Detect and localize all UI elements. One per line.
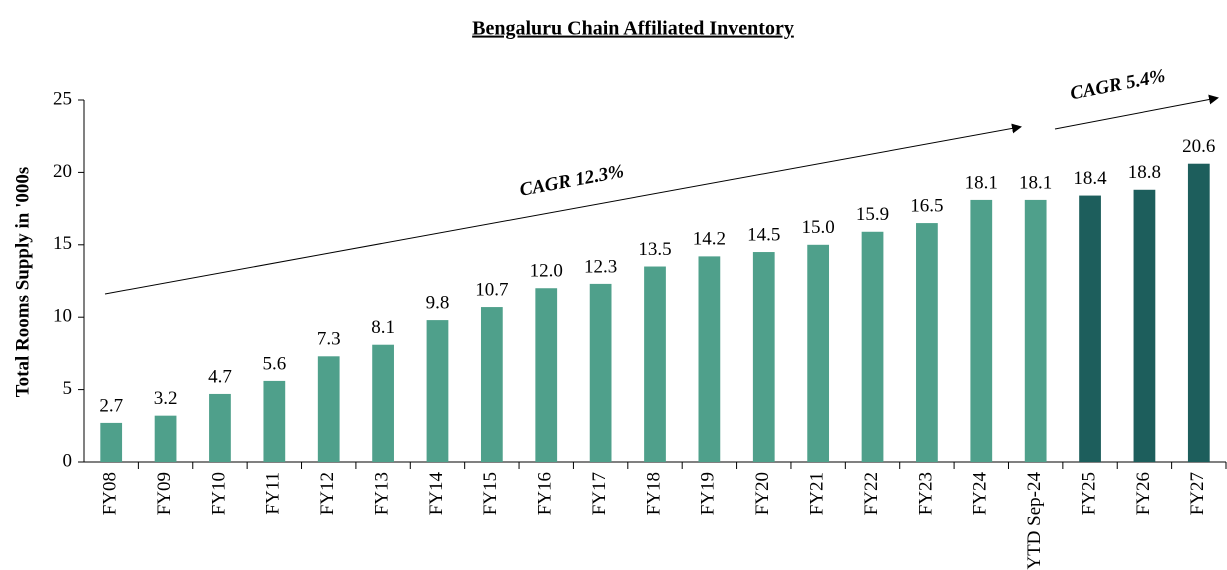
bar xyxy=(154,415,177,462)
x-tick-label: FY09 xyxy=(154,472,175,515)
x-tick-label: FY12 xyxy=(317,472,338,515)
y-tick-label: 5 xyxy=(63,378,73,399)
bar xyxy=(589,283,612,462)
bar xyxy=(752,252,775,462)
bar xyxy=(1133,189,1156,462)
y-axis-label: Total Rooms Supply in '000s xyxy=(12,167,33,398)
x-tick-label: FY15 xyxy=(480,472,501,515)
x-tick-label: FY24 xyxy=(970,472,991,516)
value-label: 5.6 xyxy=(262,353,286,374)
x-tick-label: FY16 xyxy=(535,472,556,515)
x-tick-label: FY25 xyxy=(1078,472,1099,515)
bar xyxy=(1187,163,1210,462)
bar xyxy=(535,288,558,462)
bar xyxy=(861,231,884,462)
value-label: 7.3 xyxy=(317,329,341,350)
bar xyxy=(317,356,340,462)
bar xyxy=(698,256,721,462)
bar xyxy=(807,244,830,462)
value-label: 9.8 xyxy=(426,292,450,313)
x-tick-label: FY23 xyxy=(915,472,936,515)
value-label: 10.7 xyxy=(475,279,508,300)
x-tick-label: FY11 xyxy=(263,472,284,515)
value-label: 16.5 xyxy=(910,195,943,216)
value-label: 13.5 xyxy=(638,239,671,260)
x-tick-label: FY26 xyxy=(1133,472,1154,515)
annotation: CAGR 12.3% xyxy=(518,161,626,201)
value-label: 8.1 xyxy=(371,317,395,338)
y-tick-label: 25 xyxy=(53,88,72,109)
y-tick-label: 10 xyxy=(53,306,72,327)
y-tick-label: 20 xyxy=(53,161,72,182)
bar xyxy=(100,422,123,462)
x-tick-label: FY18 xyxy=(643,472,664,515)
bar xyxy=(970,199,993,463)
trend-arrow xyxy=(104,123,1022,295)
y-tick-label: 0 xyxy=(63,450,73,471)
bar xyxy=(480,307,503,462)
value-label: 4.7 xyxy=(208,366,232,387)
value-label: 15.0 xyxy=(802,217,835,238)
x-tick-label: FY21 xyxy=(807,472,828,515)
value-label: 2.7 xyxy=(99,395,123,416)
x-tick-label: FY22 xyxy=(861,472,882,515)
annotation: CAGR 5.4% xyxy=(1069,65,1167,104)
value-label: 18.8 xyxy=(1128,162,1161,183)
x-tick-label: FY14 xyxy=(426,472,447,516)
x-tick-label: FY27 xyxy=(1187,472,1208,515)
value-label: 14.5 xyxy=(747,224,780,245)
x-tick-label: FY08 xyxy=(100,472,121,515)
bar xyxy=(372,344,394,462)
x-tick-label: FY17 xyxy=(589,472,610,515)
x-tick-label: FY10 xyxy=(208,472,229,515)
bar xyxy=(209,393,231,462)
bar xyxy=(1024,199,1047,463)
value-label: 18.1 xyxy=(1019,172,1052,193)
bar xyxy=(1079,195,1101,462)
bar xyxy=(644,266,666,462)
value-label: 18.4 xyxy=(1073,168,1107,189)
chart-title: Bengaluru Chain Affiliated Inventory xyxy=(472,18,794,40)
x-tick-label: FY13 xyxy=(371,472,392,515)
bar xyxy=(426,320,449,462)
bar xyxy=(916,223,938,462)
value-label: 14.2 xyxy=(693,229,726,250)
value-label: 12.3 xyxy=(584,256,617,277)
value-label: 18.1 xyxy=(965,172,998,193)
value-label: 12.0 xyxy=(530,261,563,282)
trend-arrow xyxy=(1054,94,1219,130)
value-label: 3.2 xyxy=(154,388,178,409)
bar xyxy=(263,380,286,462)
x-tick-label: FY20 xyxy=(752,472,773,515)
value-label: 15.9 xyxy=(856,204,889,225)
y-tick-label: 15 xyxy=(53,233,72,254)
x-tick-label: FY19 xyxy=(698,472,719,515)
value-label: 20.6 xyxy=(1182,136,1215,157)
x-tick-label: YTD Sep-24 xyxy=(1024,472,1045,570)
